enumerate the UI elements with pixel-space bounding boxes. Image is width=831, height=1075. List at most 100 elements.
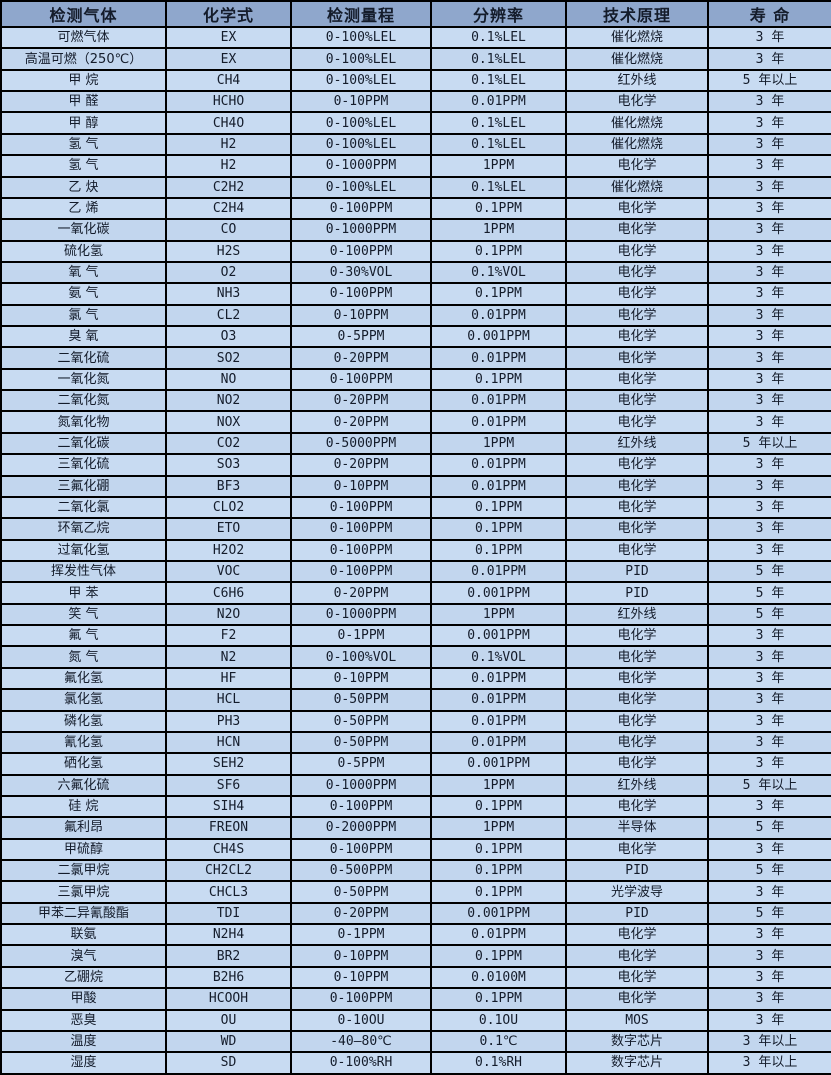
cell: 0-1PPM (290, 923, 432, 947)
gas-name-cell: 氯化氢 (0, 688, 167, 712)
cell: 电化学 (565, 837, 709, 862)
cell: 0-10PPM (290, 666, 432, 691)
cell: 0-100PPM (290, 837, 432, 862)
cell: BR2 (165, 944, 292, 968)
cell: 0-1000PPM (290, 602, 432, 627)
gas-name-cell: 高温可燃（250℃） (0, 47, 167, 71)
table-row: 硅 烷 SIH4 0-100PPM 0.1PPM 电化学 3 年 (0, 794, 831, 819)
gas-name-cell: 六氟化硫 (0, 773, 167, 797)
cell: 0-500PPM (290, 858, 432, 883)
cell: CH4S (165, 837, 292, 862)
cell: 5 年以上 (707, 431, 831, 456)
gas-name-cell: 甲 醛 (0, 90, 167, 114)
table-row: 氟利昂 FREON 0-2000PPM 1PPM 半导体 5 年 (0, 816, 831, 840)
table-row: 过氧化氢 H2O2 0-100PPM 0.1PPM 电化学 3 年 (0, 538, 831, 563)
cell: 0-100%LEL (290, 25, 432, 50)
table-row: 恶臭 OU 0-10OU 0.1OU MOS 3 年 (0, 1008, 831, 1032)
table-row: 氮氧化物 NOX 0-20PPM 0.01PPM 电化学 3 年 (0, 410, 831, 434)
cell: 3 年 (707, 90, 831, 114)
cell: 3 年 (707, 325, 831, 349)
cell: F2 (165, 624, 292, 648)
cell: 电化学 (565, 260, 709, 285)
table-row: 氢 气 H2 0-100%LEL 0.1%LEL 催化燃烧 3 年 (0, 132, 831, 157)
table-row: 氰化氢 HCN 0-50PPM 0.01PPM 电化学 3 年 (0, 730, 831, 755)
cell: 0.1%RH (430, 1051, 567, 1075)
cell: CH4O (165, 111, 292, 135)
cell: 1PPM (430, 816, 567, 840)
cell: SF6 (165, 773, 292, 797)
cell: 3 年 (707, 282, 831, 306)
gas-name-cell: 二氧化氯 (0, 495, 167, 520)
cell: 3 年 (707, 367, 831, 392)
cell: 0.1PPM (430, 239, 567, 263)
cell: 电化学 (565, 453, 709, 477)
cell: EX (165, 25, 292, 50)
cell: HCN (165, 730, 292, 755)
cell: 电化学 (565, 303, 709, 328)
cell: 0-100PPM (290, 239, 432, 263)
cell: 0-2000PPM (290, 816, 432, 840)
cell: PID (565, 858, 709, 883)
cell: 5 年 (707, 816, 831, 840)
gas-name-cell: 氮氧化物 (0, 410, 167, 434)
cell: 0-100%RH (290, 1051, 432, 1075)
cell: 电化学 (565, 495, 709, 520)
table-row: 可燃气体 EX 0-100%LEL 0.1%LEL 催化燃烧 3 年 (0, 25, 831, 50)
cell: 电化学 (565, 624, 709, 648)
gas-name-cell: 二氧化硫 (0, 346, 167, 370)
cell: 1PPM (430, 218, 567, 242)
cell: H2O2 (165, 538, 292, 563)
cell: 5 年 (707, 901, 831, 926)
cell: 0.01PPM (430, 303, 567, 328)
cell: 0.001PPM (430, 624, 567, 648)
gas-name-cell: 三氟化硼 (0, 474, 167, 498)
cell: 催化燃烧 (565, 132, 709, 157)
cell: 红外线 (565, 773, 709, 797)
cell: 3 年 (707, 752, 831, 776)
table-row: 氟化氢 HF 0-10PPM 0.01PPM 电化学 3 年 (0, 666, 831, 691)
cell: BF3 (165, 474, 292, 498)
cell: 3 年 (707, 538, 831, 563)
cell: 0.1%LEL (430, 111, 567, 135)
table-row: 氢 气 H2 0-1000PPM 1PPM 电化学 3 年 (0, 154, 831, 178)
cell: 0.1℃ (430, 1029, 567, 1054)
cell: C6H6 (165, 581, 292, 605)
cell: 催化燃烧 (565, 47, 709, 71)
cell: 5 年 (707, 559, 831, 584)
cell: 0-1PPM (290, 624, 432, 648)
header-row: 检测气体 化学式 检测量程 分辨率 技术原理寿 命 (0, 0, 831, 28)
cell: 3 年 (707, 965, 831, 990)
cell: 0.1PPM (430, 495, 567, 520)
cell: 0-1000PPM (290, 773, 432, 797)
cell: 0-100%LEL (290, 68, 432, 93)
cell: 电化学 (565, 196, 709, 221)
cell: 电化学 (565, 666, 709, 691)
table-row: 高温可燃（250℃） EX 0-100%LEL 0.1%LEL 催化燃烧 3 年 (0, 47, 831, 71)
gas-name-cell: 甲苯二异氰酸酯 (0, 901, 167, 926)
cell: 3 年 (707, 709, 831, 733)
cell: H2S (165, 239, 292, 263)
cell: NOX (165, 410, 292, 434)
cell: 0-100PPM (290, 794, 432, 819)
cell: 0-100%LEL (290, 132, 432, 157)
table-row: 乙硼烷 B2H6 0-10PPM 0.0100M 电化学 3 年 (0, 965, 831, 990)
cell: SEH2 (165, 752, 292, 776)
cell: 电化学 (565, 688, 709, 712)
cell: 0-50PPM (290, 688, 432, 712)
cell: 3 年 (707, 389, 831, 413)
cell: FREON (165, 816, 292, 840)
cell: 3 年 (707, 154, 831, 178)
cell: 0.1PPM (430, 987, 567, 1011)
cell: 0-10PPM (290, 474, 432, 498)
cell: 3 年以上 (707, 1029, 831, 1054)
gas-name-cell: 恶臭 (0, 1008, 167, 1032)
column-header: 技术原理 (565, 0, 709, 28)
cell: 0.1PPM (430, 538, 567, 563)
cell: 0-100PPM (290, 517, 432, 541)
gas-name-cell: 甲硫醇 (0, 837, 167, 862)
gas-name-cell: 可燃气体 (0, 25, 167, 50)
table-body: 可燃气体 EX 0-100%LEL 0.1%LEL 催化燃烧 3 年高温可燃（250℃） E… (0, 25, 831, 1075)
cell: CL2 (165, 303, 292, 328)
cell: 0.0100M (430, 965, 567, 990)
cell: SIH4 (165, 794, 292, 819)
